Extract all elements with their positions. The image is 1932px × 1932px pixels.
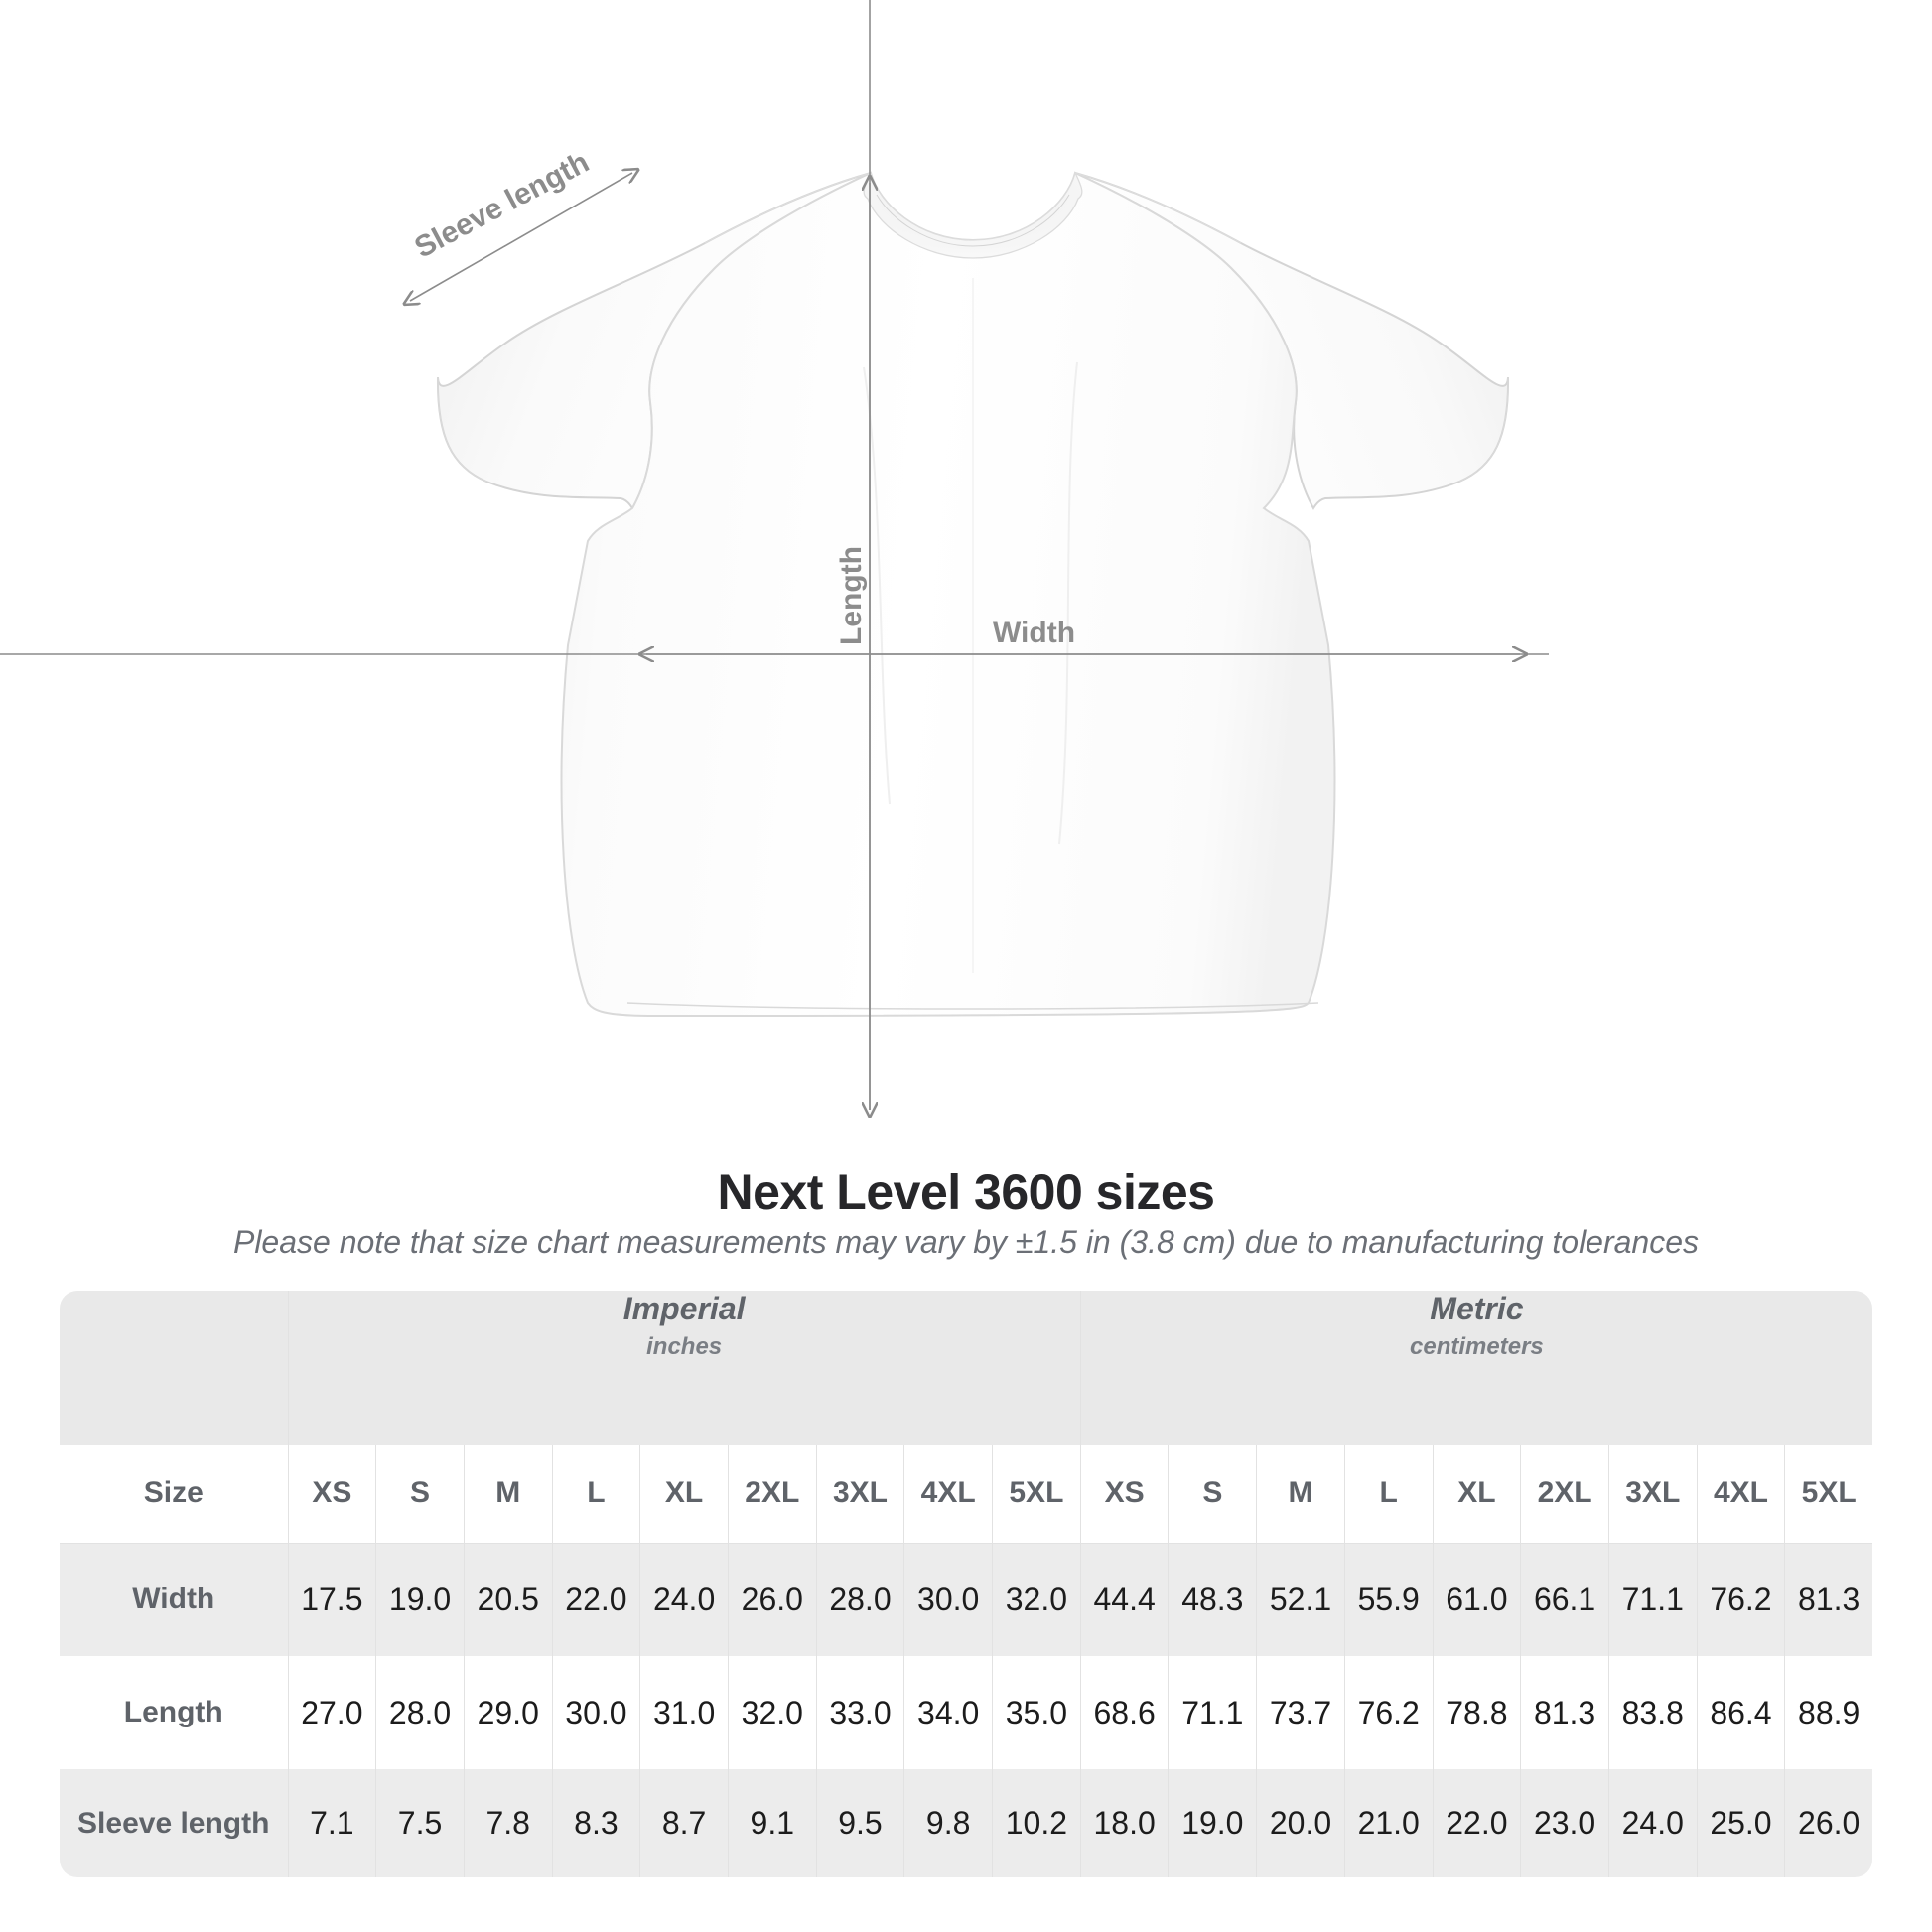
svg-text:Width: Width [993, 617, 1075, 649]
svg-text:Length: Length [835, 546, 868, 645]
svg-text:Sleeve length: Sleeve length [409, 146, 594, 265]
